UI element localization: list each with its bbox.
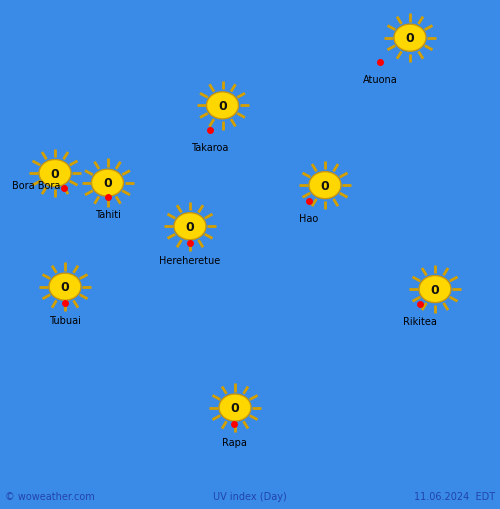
Ellipse shape: [39, 160, 71, 187]
Text: Takaroa: Takaroa: [192, 143, 228, 152]
Text: 0: 0: [50, 167, 59, 180]
Text: 0: 0: [60, 280, 70, 294]
Ellipse shape: [394, 25, 426, 52]
Ellipse shape: [92, 170, 124, 197]
Text: 0: 0: [430, 283, 440, 296]
Text: Rapa: Rapa: [222, 437, 246, 447]
Text: 0: 0: [103, 177, 112, 190]
Text: 0: 0: [186, 220, 194, 233]
Ellipse shape: [309, 172, 341, 200]
Text: Tubuai: Tubuai: [49, 315, 81, 325]
Ellipse shape: [174, 213, 206, 240]
Text: 0: 0: [320, 179, 330, 192]
Text: Atuona: Atuona: [362, 75, 398, 85]
Text: Hereheretue: Hereheretue: [160, 256, 220, 266]
Ellipse shape: [219, 394, 251, 421]
Text: © woweather.com: © woweather.com: [5, 491, 95, 501]
Text: Tahiti: Tahiti: [94, 210, 120, 220]
Text: UV index (Day): UV index (Day): [213, 491, 287, 501]
Ellipse shape: [206, 93, 238, 120]
Ellipse shape: [49, 274, 81, 301]
Text: Rikitea: Rikitea: [403, 316, 437, 326]
Text: Bora Bora: Bora Bora: [12, 181, 60, 191]
Text: 0: 0: [218, 100, 227, 112]
Ellipse shape: [419, 276, 451, 303]
Text: Hao: Hao: [300, 213, 318, 223]
Text: 0: 0: [406, 32, 414, 45]
Text: 11.06.2024  EDT: 11.06.2024 EDT: [414, 491, 495, 501]
Text: 0: 0: [230, 401, 239, 414]
